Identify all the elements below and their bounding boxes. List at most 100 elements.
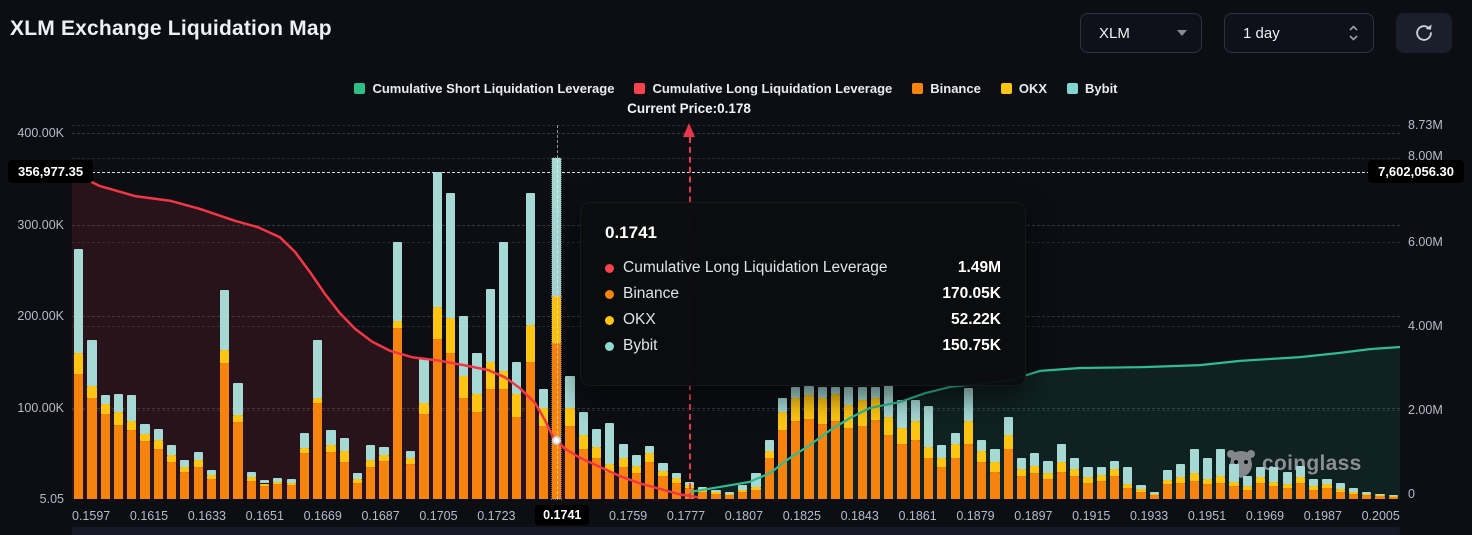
okx-bar-segment [764, 450, 774, 458]
binance-bar-segment [299, 453, 310, 499]
binance-bar-segment [392, 327, 402, 499]
right-axis-tick: 6.00M [1408, 235, 1443, 249]
bybit-bar-segment [167, 445, 177, 456]
binance-bar-segment [1335, 491, 1345, 499]
x-axis-tick: 0.1615 [129, 509, 169, 523]
bybit-bar-segment [406, 450, 416, 458]
okx-bar-segment [233, 414, 243, 423]
x-axis-tick: 0.1933 [1130, 509, 1169, 523]
refresh-button[interactable] [1396, 13, 1452, 53]
binance-bar-segment [313, 402, 323, 499]
binance-bar-segment [751, 489, 761, 499]
x-axis-tick: 0.1843 [840, 509, 879, 523]
symbol-select[interactable]: XLM [1080, 13, 1202, 53]
legend-item[interactable]: Binance [912, 81, 981, 96]
legend: Cumulative Short Liquidation Leverage Cu… [0, 81, 1472, 96]
binance-bar-segment [738, 491, 748, 499]
bybit-bar-segment [1189, 448, 1199, 474]
binance-bar-segment [1229, 486, 1239, 499]
x-axis-tick: 0.1669 [303, 509, 342, 523]
gridline [72, 158, 1400, 159]
legend-item[interactable]: Bybit [1067, 81, 1118, 96]
bybit-bar-segment [1242, 476, 1252, 487]
binance-bar-segment [432, 338, 442, 499]
tooltip-row: Cumulative Long Liquidation Leverage 1.4… [605, 259, 1001, 277]
okx-bar-segment [1136, 489, 1146, 492]
binance-bar-segment [167, 462, 177, 499]
binance-bar-segment [963, 444, 974, 499]
bybit-bar-segment [100, 394, 110, 404]
bybit-bar-segment [990, 448, 1000, 463]
okx-bar-segment [658, 470, 668, 477]
bybit-bar-segment [233, 382, 243, 415]
right-axis-tick: 8.00M [1408, 149, 1443, 163]
bybit-bar-segment [1216, 448, 1226, 477]
bybit-bar-segment [1295, 466, 1306, 477]
okx-bar-segment [1255, 477, 1266, 483]
okx-bar-segment [1348, 491, 1359, 494]
gridline [72, 408, 1400, 409]
okx-bar-segment [1003, 435, 1013, 449]
binance-bar-segment [910, 439, 920, 499]
bybit-bar-segment [538, 389, 549, 408]
okx-bar-segment [432, 306, 442, 339]
tooltip-series-label: Cumulative Long Liquidation Leverage [623, 259, 888, 276]
binance-bar-segment [140, 441, 150, 499]
x-axis: 0.1597 0.1615 0.1633 0.1651 0.1669 0.1687 0.17… [72, 505, 1400, 525]
bybit-bar-segment [1362, 491, 1372, 495]
interval-select[interactable]: 1 day [1224, 13, 1374, 53]
left-axis-tick: 300.00K [17, 218, 64, 232]
zoom-scrollbar[interactable] [72, 527, 1400, 535]
gridline [72, 133, 1400, 134]
legend-item[interactable]: OKX [1000, 81, 1047, 96]
okx-bar-segment [193, 459, 203, 467]
bybit-bar-segment [74, 249, 84, 353]
okx-bar-segment [1030, 466, 1040, 474]
binance-bar-segment [1030, 473, 1040, 499]
binance-bar-segment [445, 352, 456, 499]
binance-bar-segment [764, 457, 774, 499]
bybit-bar-segment [1056, 444, 1066, 463]
x-axis-tick: 0.1651 [245, 509, 284, 523]
legend-item[interactable]: Cumulative Short Liquidation Leverage [354, 81, 614, 96]
bybit-bar-segment [698, 487, 708, 490]
bybit-bar-segment [525, 193, 535, 326]
okx-bar-segment [140, 434, 150, 442]
bybit-bar-segment [1016, 457, 1027, 469]
left-axis-tick: 5.05 [39, 492, 64, 506]
binance-bar-segment [645, 462, 655, 499]
cumulative-lines [72, 171, 1400, 499]
bybit-bar-segment [379, 446, 389, 456]
okx-bar-segment [990, 462, 1000, 472]
okx-bar-segment [591, 446, 602, 458]
bybit-bar-segment [1309, 478, 1319, 487]
okx-bar-segment [127, 421, 137, 431]
x-axis-tick-highlighted: 0.1741 [535, 505, 590, 525]
legend-item[interactable]: Cumulative Long Liquidation Leverage [634, 81, 892, 96]
okx-bar-segment [220, 349, 230, 363]
x-axis-tick: 0.1807 [724, 509, 764, 523]
okx-bar-segment [273, 481, 283, 485]
x-axis-tick: 0.1705 [419, 509, 458, 523]
bybit-bar-segment [1229, 464, 1239, 482]
legend-label: Binance [930, 81, 981, 96]
okx-bar-segment [206, 475, 217, 479]
binance-bar-segment [1163, 484, 1173, 499]
okx-bar-segment [738, 489, 748, 492]
current-price-label: Current Price:0.178 [627, 101, 751, 116]
binance-bar-segment [406, 464, 416, 499]
binance-bar-segment [472, 412, 482, 499]
okx-bar-segment [419, 402, 429, 414]
bybit-bar-segment [618, 444, 628, 458]
binance-bar-segment [724, 494, 734, 499]
okx-bar-segment [1016, 468, 1027, 477]
bybit-bar-segment [339, 437, 349, 452]
binance-bar-segment [1309, 489, 1319, 499]
binance-bar-segment [286, 485, 296, 499]
okx-bar-segment [618, 457, 628, 467]
x-axis-tick: 0.1687 [361, 509, 400, 523]
binance-bar-segment [127, 430, 137, 499]
binance-bar-segment [1149, 495, 1159, 499]
binance-bar-segment [1282, 488, 1292, 499]
binance-bar-segment [591, 457, 602, 499]
